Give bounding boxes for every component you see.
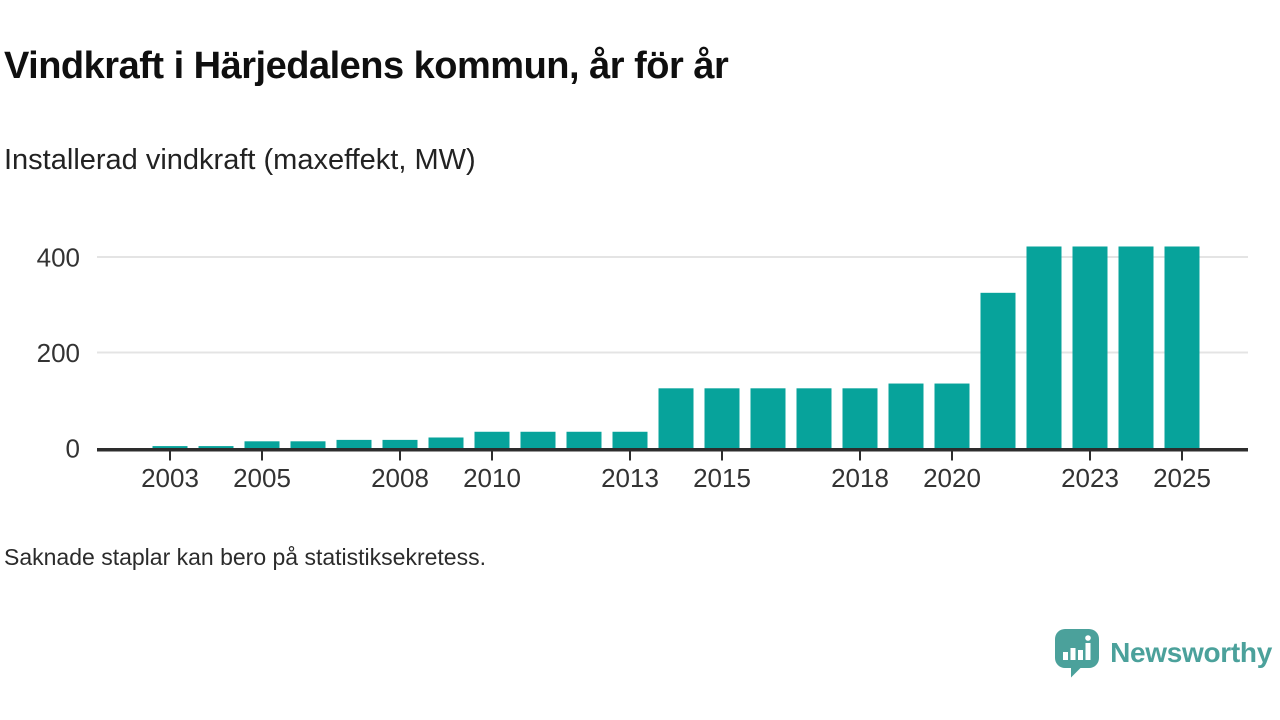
newsworthy-logo: Newsworthy xyxy=(1054,628,1272,678)
bar-2016 xyxy=(750,388,786,448)
bar-2010 xyxy=(474,431,510,448)
bar-2006 xyxy=(290,441,326,448)
x-tick-label: 2003 xyxy=(141,463,199,493)
bar-2008 xyxy=(382,439,418,448)
x-tick xyxy=(169,451,171,461)
bar-2021 xyxy=(980,292,1016,448)
x-tick xyxy=(261,451,263,461)
bar-2003 xyxy=(152,446,188,448)
x-tick-label: 2020 xyxy=(923,463,981,493)
x-axis-line xyxy=(97,448,1248,452)
bar-2014 xyxy=(658,388,694,448)
bar-2024 xyxy=(1118,246,1154,448)
bar-2007 xyxy=(336,439,372,448)
y-tick-label: 0 xyxy=(66,434,80,464)
bar-2005 xyxy=(244,441,280,448)
bar-2023 xyxy=(1072,246,1108,448)
bar-2013 xyxy=(612,431,648,448)
x-tick xyxy=(399,451,401,461)
speech-bubble-bar-chart-icon xyxy=(1055,629,1100,678)
x-tick xyxy=(721,451,723,461)
bar-2022 xyxy=(1026,246,1062,448)
x-tick-label: 2013 xyxy=(601,463,659,493)
x-tick-label: 2008 xyxy=(371,463,429,493)
x-tick-label: 2005 xyxy=(233,463,291,493)
x-tick xyxy=(1181,451,1183,461)
bar-2018 xyxy=(842,388,878,448)
y-tick-label: 400 xyxy=(37,243,80,273)
x-tick xyxy=(859,451,861,461)
bar-2004 xyxy=(198,446,234,448)
chart-footnote: Saknade staplar kan bero på statistiksek… xyxy=(4,544,486,570)
bar-2025 xyxy=(1164,246,1200,448)
x-tick xyxy=(629,451,631,461)
bar-2020 xyxy=(934,383,970,448)
x-tick-label: 2015 xyxy=(693,463,751,493)
x-tick xyxy=(1089,451,1091,461)
bar-2012 xyxy=(566,431,602,448)
bar-2009 xyxy=(428,437,464,448)
x-tick xyxy=(491,451,493,461)
y-tick-label: 200 xyxy=(37,338,80,368)
bar-2017 xyxy=(796,388,832,448)
x-tick-label: 2023 xyxy=(1061,463,1119,493)
x-tick-label: 2018 xyxy=(831,463,889,493)
newsworthy-wordmark: Newsworthy xyxy=(1110,637,1272,668)
bar-2015 xyxy=(704,388,740,448)
x-tick-label: 2010 xyxy=(463,463,521,493)
x-tick-label: 2025 xyxy=(1153,463,1211,493)
x-tick xyxy=(951,451,953,461)
bar-2011 xyxy=(520,431,556,448)
chart-title: Vindkraft i Härjedalens kommun, år för å… xyxy=(4,45,729,87)
bar-2019 xyxy=(888,383,924,448)
chart-subtitle: Installerad vindkraft (maxeffekt, MW) xyxy=(4,144,476,176)
